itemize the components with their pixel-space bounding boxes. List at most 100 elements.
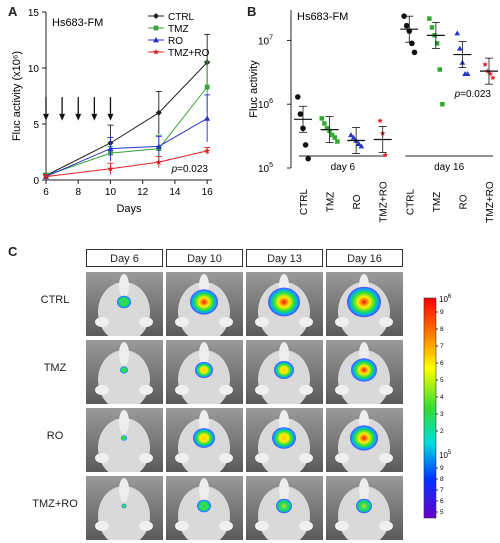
data-point (411, 49, 418, 56)
mouse-snout (119, 342, 129, 366)
colorbar-tick-label: 9 (440, 465, 444, 472)
bioluminescence-signal (120, 366, 128, 374)
y-tick-label: 5 (33, 120, 39, 131)
y-axis-label: Fluc activity (248, 60, 260, 118)
mouse-ear (175, 317, 189, 327)
group-label: day 16 (434, 162, 464, 173)
cell-line-label: Hs683-FM (52, 17, 103, 29)
mouse-snout (279, 342, 289, 366)
row-label: TMZ (43, 362, 67, 374)
mouse-body (178, 486, 230, 540)
mouse-ear (299, 453, 313, 463)
mouse-snout (359, 478, 369, 502)
x-tick-label: 12 (137, 187, 149, 198)
category-label: CTRL (405, 189, 416, 216)
mouse-image (86, 340, 163, 404)
bioluminescence-signal (117, 295, 131, 309)
series-line-tmz+ro (45, 150, 208, 178)
mouse-ear (255, 317, 269, 327)
bioluminescence-signal (274, 361, 294, 379)
mouse-ear (335, 317, 349, 327)
x-tick-label: 14 (169, 187, 181, 198)
mouse-image (326, 272, 403, 336)
data-point (490, 74, 496, 81)
legend-label-tmz+ro: TMZ+RO (168, 48, 210, 59)
colorbar-tick-label: 2 (440, 428, 444, 435)
treatment-arrowhead (107, 113, 114, 121)
bioluminescence-signal (121, 503, 127, 509)
row-label: RO (46, 430, 64, 442)
legend-marker (153, 37, 159, 43)
data-point (348, 132, 354, 138)
y-tick-label: 105 (258, 162, 273, 175)
data-point (319, 116, 325, 121)
row-label: CTRL (40, 294, 70, 306)
bioluminescence-signal (197, 499, 211, 513)
mouse-snout (119, 410, 129, 434)
data-point (335, 139, 340, 144)
colorbar-gradient (423, 297, 437, 519)
mouse-image (246, 408, 323, 472)
p-value-annotation: p=0.023 (171, 164, 209, 175)
mouse-image (326, 408, 403, 472)
mouse-image (166, 408, 243, 472)
mouse-ear (255, 521, 269, 531)
colorbar-tick-label: 8 (440, 476, 444, 483)
mouse-image (246, 476, 323, 540)
y-axis-label: Fluc activity (x10⁶) (11, 51, 23, 141)
data-point (297, 111, 304, 117)
x-tick-label: 10 (105, 187, 117, 198)
data-point (350, 134, 357, 140)
p-value-annotation: p=0.023 (454, 89, 492, 100)
x-axis-label: Days (116, 203, 142, 215)
data-point (482, 61, 488, 67)
mouse-ear (299, 521, 313, 531)
mouse-ear (95, 453, 109, 463)
mouse-ear (219, 385, 233, 395)
group-label: day 6 (331, 162, 356, 173)
mouse-image (246, 272, 323, 336)
data-point (107, 165, 114, 172)
bioluminescence-signal (190, 289, 218, 315)
mouse-snout (199, 410, 209, 434)
category-label: TMZ+RO (379, 181, 390, 223)
mouse-ear (139, 521, 153, 531)
y-tick-label: 15 (28, 8, 40, 19)
panel-a-line-chart: 0 5 10 15 6 8 10 12 14 16 Days Fluc activity (x10⁶)… (11, 8, 213, 215)
data-point (155, 143, 162, 149)
mouse-ear (379, 521, 393, 531)
mouse-ear (175, 385, 189, 395)
mouse-ear (95, 385, 109, 395)
day-header: Day 13 (246, 249, 323, 267)
data-point (427, 16, 432, 21)
data-point (382, 151, 389, 158)
x-tick-label: 6 (43, 187, 49, 198)
mouse-ear (335, 385, 349, 395)
data-point (464, 70, 471, 77)
mouse-ear (175, 521, 189, 531)
data-point (457, 45, 463, 51)
legend-marker (153, 25, 159, 31)
colorbar-tick-label: 8 (440, 326, 444, 333)
y-tick-label: 10 (28, 64, 40, 75)
colorbar-tick-label: 4 (440, 394, 444, 401)
series-line-ctrl (45, 62, 208, 176)
category-label: CTRL (299, 189, 310, 216)
day-header: Day 16 (326, 249, 403, 267)
data-point (437, 67, 442, 72)
mouse-image (166, 476, 243, 540)
bioluminescence-signal (272, 427, 296, 449)
mouse-ear (299, 385, 313, 395)
data-point (487, 70, 494, 77)
mouse-ear (219, 521, 233, 531)
data-point (329, 132, 335, 138)
colorbar: 106 9 8 7 6 5 4 3 2 105 9 8 7 6 5 (423, 294, 452, 519)
bioluminescence-signal (276, 498, 292, 514)
mouse-ear (175, 453, 189, 463)
mouse-image (246, 340, 323, 404)
data-point (204, 84, 210, 90)
mouse-image (166, 340, 243, 404)
data-point (107, 145, 114, 152)
category-label: TMZ (326, 192, 337, 213)
mouse-ear (219, 317, 233, 327)
